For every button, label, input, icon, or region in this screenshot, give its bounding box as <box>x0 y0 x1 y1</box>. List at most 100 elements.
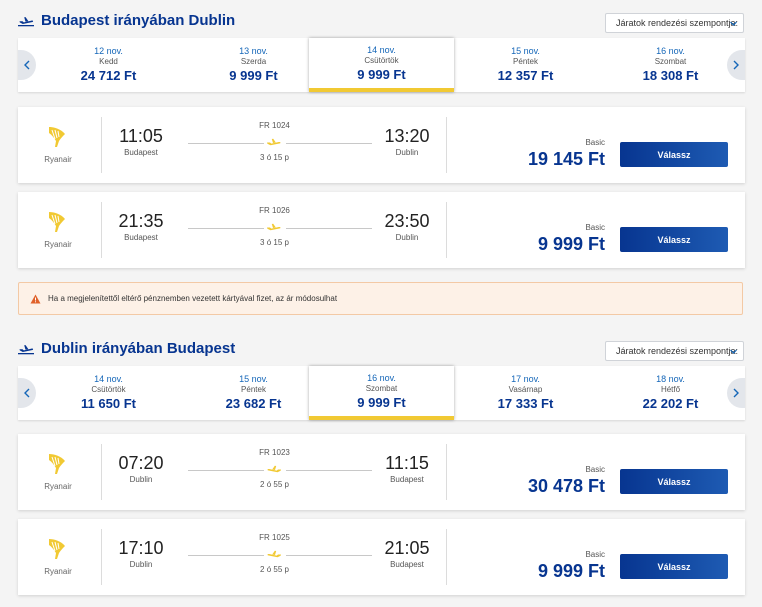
day-label: Péntek <box>241 385 266 394</box>
departure-city: Budapest <box>124 148 158 157</box>
fare-price: 19 145 Ft <box>527 149 605 169</box>
date-label: 15 nov. <box>511 46 540 56</box>
flight-card: Ryanair 07:20 Dublin FR 1023 2 ó 55 p 11… <box>18 434 745 510</box>
date-price: 18 308 Ft <box>642 68 699 83</box>
route-line <box>286 143 372 144</box>
outbound-header: Budapest irányában Dublin Járatok rendez… <box>0 0 762 38</box>
fare-price: 30 478 Ft <box>527 476 605 496</box>
select-flight-button[interactable]: Válassz <box>620 227 728 252</box>
date-label: 14 nov. <box>367 45 396 55</box>
chevron-left-icon <box>24 60 30 70</box>
day-label: Kedd <box>99 57 118 66</box>
date-label: 12 nov. <box>94 46 123 56</box>
date-price: 9 999 Ft <box>229 68 278 83</box>
flight-number: FR 1026 <box>259 206 290 215</box>
day-label: Szerda <box>240 57 267 66</box>
select-flight-button[interactable]: Válassz <box>620 469 728 494</box>
divider <box>446 202 447 258</box>
ryanair-harp-logo <box>49 127 65 147</box>
plane-icon <box>267 223 281 231</box>
outbound-sort-select[interactable]: Járatok rendezési szempontja: <box>605 13 744 33</box>
return-next-dates-button[interactable] <box>727 378 745 408</box>
divider <box>446 444 447 500</box>
departure: 21:35 Budapest <box>104 211 178 242</box>
flight-card: Ryanair 21:35 Budapest FR 1026 3 ó 15 p … <box>18 192 745 268</box>
date-price: 17 333 Ft <box>497 396 554 411</box>
outbound-date-cell[interactable]: 13 nov. Szerda 9 999 Ft <box>181 38 326 92</box>
arrival: 11:15 Budapest <box>370 453 444 484</box>
flight-duration: 3 ó 15 p <box>260 153 289 162</box>
outbound-sort-label: Járatok rendezési szempontja: <box>616 18 739 28</box>
flight-card: Ryanair 17:10 Dublin FR 1025 2 ó 55 p 21… <box>18 519 745 595</box>
chevron-right-icon <box>733 388 739 398</box>
fare-type: Basic <box>585 550 605 559</box>
return-date-cell[interactable]: 14 nov. Csütörtök 11 650 Ft <box>36 366 181 420</box>
date-label: 14 nov. <box>94 374 123 384</box>
arrival: 13:20 Dublin <box>370 126 444 157</box>
return-header: Dublin irányában Budapest Járatok rendez… <box>0 328 762 366</box>
select-flight-button[interactable]: Válassz <box>620 554 728 579</box>
arrival-time: 21:05 <box>384 538 430 558</box>
return-prev-dates-button[interactable] <box>18 378 36 408</box>
day-label: Szombat <box>654 57 687 66</box>
plane-icon <box>267 550 281 558</box>
outbound-date-cell[interactable]: 16 nov. Szombat 18 308 Ft <box>598 38 743 92</box>
date-price: 12 357 Ft <box>497 68 554 83</box>
return-section: Dublin irányában Budapest Járatok rendez… <box>0 328 762 595</box>
fare-type: Basic <box>585 465 605 474</box>
arrival: 23:50 Dublin <box>370 211 444 242</box>
departure: 17:10 Dublin <box>104 538 178 569</box>
outbound-title-text: Budapest irányában Dublin <box>41 12 236 29</box>
return-title: Dublin irányában Budapest <box>18 340 235 357</box>
outbound-section: Budapest irányában Dublin Járatok rendez… <box>0 0 762 268</box>
day-label: Hétfő <box>660 385 681 394</box>
date-price: 9 999 Ft <box>357 67 406 82</box>
departure-city: Dublin <box>129 560 153 569</box>
return-date-cell[interactable]: 15 nov. Péntek 23 682 Ft <box>181 366 326 420</box>
departure: 07:20 Dublin <box>104 453 178 484</box>
outbound-next-dates-button[interactable] <box>727 50 745 80</box>
outbound-date-cell[interactable]: 15 nov. Péntek 12 357 Ft <box>453 38 598 92</box>
route-line <box>286 470 372 471</box>
return-date-cell[interactable]: 18 nov. Hétfő 22 202 Ft <box>598 366 743 420</box>
flight-duration: 2 ó 55 p <box>260 480 289 489</box>
day-label: Szombat <box>365 384 398 393</box>
outbound-prev-dates-button[interactable] <box>18 50 36 80</box>
divider <box>101 202 102 258</box>
divider <box>446 529 447 585</box>
airline-name: Ryanair <box>44 482 72 491</box>
route-line <box>286 555 372 556</box>
return-date-cell[interactable]: 17 nov. Vasárnap 17 333 Ft <box>453 366 598 420</box>
flight-number: FR 1024 <box>259 121 290 130</box>
arrival: 21:05 Budapest <box>370 538 444 569</box>
arrival-time: 11:15 <box>385 453 429 473</box>
return-date-cell-selected[interactable]: 16 nov. Szombat 9 999 Ft <box>309 366 454 420</box>
date-price: 22 202 Ft <box>642 396 699 411</box>
arrival-city: Budapest <box>390 475 424 484</box>
date-label: 15 nov. <box>239 374 268 384</box>
arrival-city: Dublin <box>395 233 419 242</box>
route-line <box>188 143 264 144</box>
fare-type: Basic <box>585 223 605 232</box>
ryanair-harp-logo <box>49 539 65 559</box>
flight-duration: 2 ó 55 p <box>260 565 289 574</box>
arrival-time: 13:20 <box>384 126 430 146</box>
warning-triangle-icon <box>30 294 41 303</box>
plane-icon <box>18 344 34 354</box>
departure-city: Budapest <box>124 233 158 242</box>
select-flight-button[interactable]: Válassz <box>620 142 728 167</box>
route-line <box>286 228 372 229</box>
return-sort-select[interactable]: Járatok rendezési szempontja: <box>605 341 744 361</box>
outbound-title: Budapest irányában Dublin <box>18 12 235 29</box>
day-label: Csütörtök <box>91 385 126 394</box>
outbound-date-cell-selected[interactable]: 14 nov. Csütörtök 9 999 Ft <box>309 38 454 92</box>
departure-city: Dublin <box>129 475 153 484</box>
currency-warning: Ha a megjelenítettől eltérő pénznemben v… <box>18 282 743 315</box>
outbound-date-cell[interactable]: 12 nov. Kedd 24 712 Ft <box>36 38 181 92</box>
return-title-text: Dublin irányában Budapest <box>41 340 236 357</box>
airline-name: Ryanair <box>44 567 72 576</box>
date-price: 23 682 Ft <box>225 396 282 411</box>
date-label: 18 nov. <box>656 374 685 384</box>
flight-card: Ryanair 11:05 Budapest FR 1024 3 ó 15 p … <box>18 107 745 183</box>
date-price: 11 650 Ft <box>81 396 136 411</box>
